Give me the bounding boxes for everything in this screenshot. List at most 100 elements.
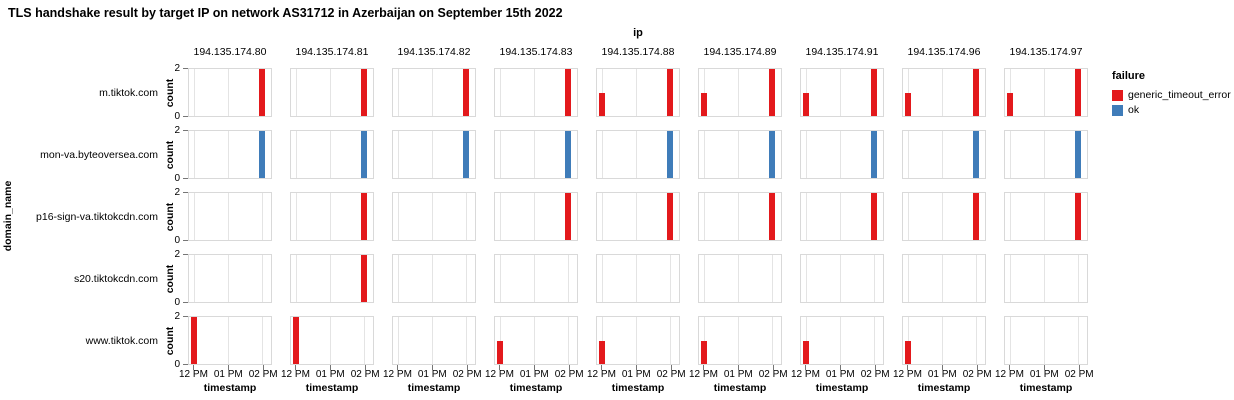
facet-row: p16-sign-va.tiktokcdn.com count 2 0 xyxy=(0,187,1088,246)
x-tick-label: 02 PM xyxy=(350,369,380,380)
gridline xyxy=(1009,131,1011,178)
plot-cell xyxy=(800,316,884,365)
y-tick-label: 2 xyxy=(174,125,180,136)
gridline xyxy=(295,131,297,178)
y-tick-mark xyxy=(183,316,188,317)
bar-generic_timeout_error xyxy=(463,69,470,116)
plot-cell xyxy=(392,130,476,179)
gridline xyxy=(703,131,705,178)
gridline xyxy=(533,69,535,116)
y-tick-mark xyxy=(183,68,188,69)
plot-cell xyxy=(290,316,374,365)
plot-cell xyxy=(596,68,680,117)
gridline xyxy=(193,131,195,178)
gridline xyxy=(193,193,195,240)
gridline xyxy=(941,317,943,364)
gridline xyxy=(1043,317,1045,364)
gridline xyxy=(227,131,229,178)
plot-cell xyxy=(494,316,578,365)
gridline xyxy=(295,69,297,116)
gridline xyxy=(737,193,739,240)
y-tick-label: 0 xyxy=(174,173,180,184)
x-tick-mark xyxy=(804,365,806,370)
bar-generic_timeout_error xyxy=(803,340,810,364)
gridline xyxy=(329,193,331,240)
gridline xyxy=(499,131,501,178)
gridline xyxy=(465,255,467,302)
x-axis-title: timestamp xyxy=(203,382,257,394)
y-tick-mark xyxy=(183,364,188,365)
bar-ok xyxy=(871,131,878,178)
bar-generic_timeout_error xyxy=(701,340,708,364)
legend-label: ok xyxy=(1128,104,1140,116)
y-axis-title: count xyxy=(164,326,176,355)
plot-cell xyxy=(290,130,374,179)
x-tick-label: 12 PM xyxy=(281,369,310,380)
gridline xyxy=(873,317,875,364)
bar-generic_timeout_error xyxy=(1007,92,1014,116)
x-axis-title: timestamp xyxy=(407,382,461,394)
bar-generic_timeout_error xyxy=(1075,69,1082,116)
x-tick-label: 01 PM xyxy=(315,369,345,380)
x-tick-label: 12 PM xyxy=(587,369,616,380)
gridline xyxy=(703,255,705,302)
y-tick-mark xyxy=(183,130,188,131)
gridline xyxy=(533,255,535,302)
plot-cell xyxy=(1004,130,1088,179)
plot-cell xyxy=(188,68,272,117)
plot-cell xyxy=(698,68,782,117)
ip-column-label: 194.135.174.80 xyxy=(193,46,267,58)
gridline xyxy=(941,193,943,240)
gridline xyxy=(329,255,331,302)
gridline xyxy=(839,193,841,240)
bar-generic_timeout_error xyxy=(667,193,674,240)
column-labels: 194.135.174.80 194.135.174.81 194.135.174.… xyxy=(188,46,1088,58)
facet-cells xyxy=(188,192,1088,241)
gridline xyxy=(397,193,399,240)
bar-generic_timeout_error xyxy=(871,69,878,116)
y-axis: count 2 0 xyxy=(158,187,188,246)
bar-ok xyxy=(463,131,470,178)
plot-cell xyxy=(902,192,986,241)
facet-cells xyxy=(188,68,1088,117)
x-tick-mark xyxy=(737,365,739,370)
plot-cell xyxy=(188,254,272,303)
gridline xyxy=(771,317,773,364)
y-tick-mark xyxy=(183,192,188,193)
bar-ok xyxy=(973,131,980,178)
bar-generic_timeout_error xyxy=(905,340,912,364)
gridline xyxy=(805,193,807,240)
bar-ok xyxy=(259,131,266,178)
bar-generic_timeout_error xyxy=(667,69,674,116)
ip-column-label: 194.135.174.81 xyxy=(295,46,369,58)
x-tick-mark xyxy=(192,365,194,370)
gridline xyxy=(193,255,195,302)
gridline xyxy=(669,317,671,364)
x-tick-label: 01 PM xyxy=(825,369,855,380)
x-axis-column: 12 PM 01 PM 02 PM timestamp xyxy=(893,365,992,399)
plot-cell xyxy=(698,192,782,241)
gridline xyxy=(261,255,263,302)
gridline xyxy=(839,317,841,364)
bar-generic_timeout_error xyxy=(599,92,606,116)
x-tick-label: 02 PM xyxy=(1064,369,1094,380)
y-axis-title: count xyxy=(164,78,176,107)
bar-generic_timeout_error xyxy=(497,340,504,364)
plot-cell xyxy=(596,192,680,241)
plot-cell xyxy=(902,254,986,303)
y-axis-title: count xyxy=(164,140,176,169)
x-axis-title: timestamp xyxy=(611,382,665,394)
x-tick-label: 02 PM xyxy=(248,369,278,380)
gridline xyxy=(1077,255,1079,302)
gridline xyxy=(193,69,195,116)
gridline xyxy=(1043,255,1045,302)
x-axis-column: 12 PM 01 PM 02 PM timestamp xyxy=(689,365,788,399)
legend: failure generic_timeout_error ok xyxy=(1112,70,1231,119)
y-axis-title: count xyxy=(164,202,176,231)
x-tick-label: 02 PM xyxy=(962,369,992,380)
gridline xyxy=(601,255,603,302)
gridline xyxy=(431,131,433,178)
y-tick-label: 2 xyxy=(174,311,180,322)
ip-column-label: 194.135.174.96 xyxy=(907,46,981,58)
gridline xyxy=(873,255,875,302)
